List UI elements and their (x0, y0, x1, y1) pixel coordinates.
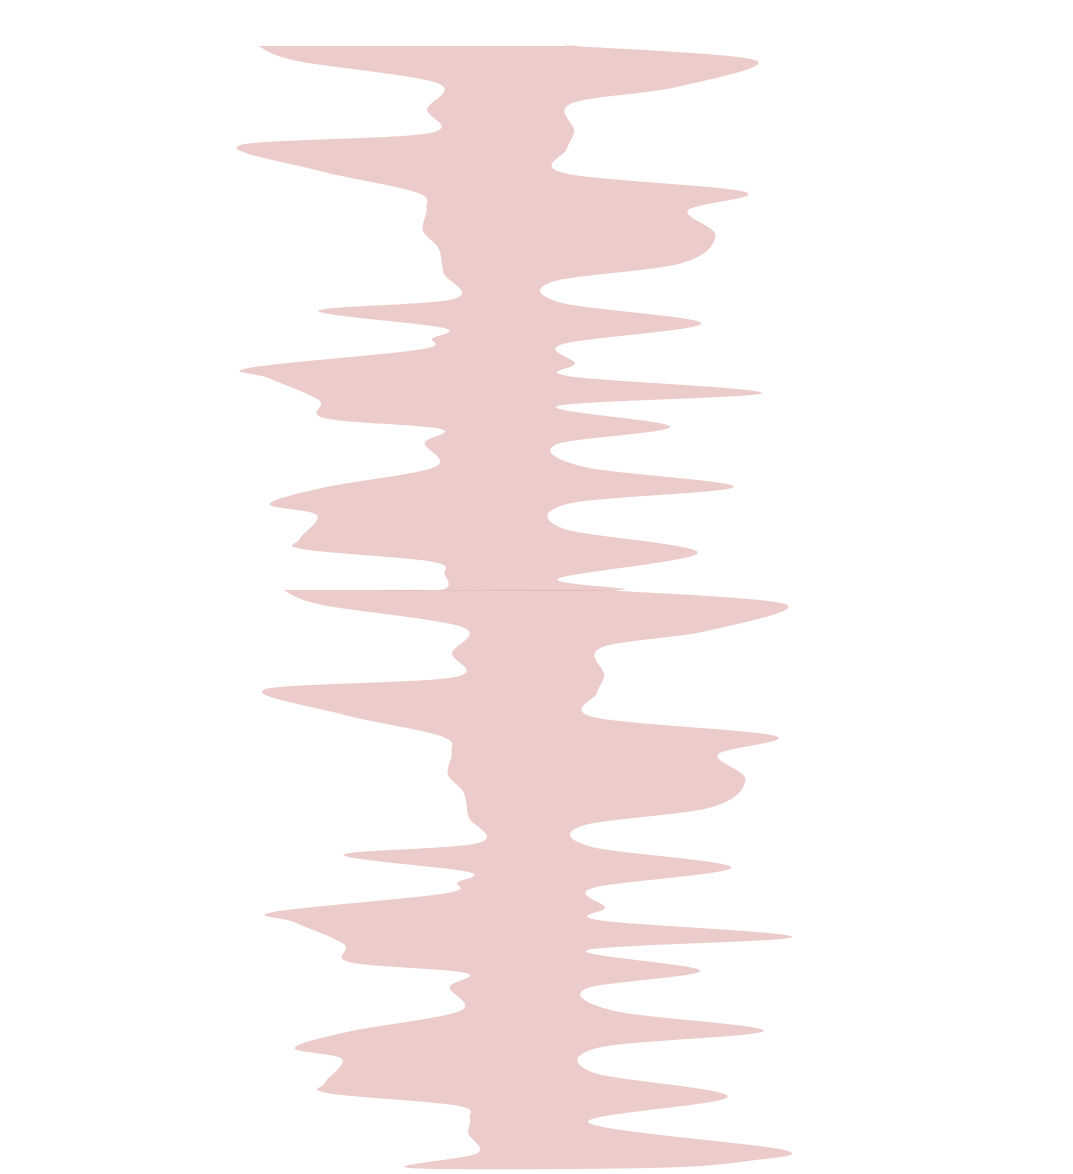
overlap-region (380, 590, 620, 591)
wavy-ribbon-shape-lower (261, 588, 793, 1170)
wavy-ribbon-shape-upper (236, 44, 763, 591)
overlap-layer (380, 590, 620, 591)
shapes-layer (236, 44, 793, 1170)
